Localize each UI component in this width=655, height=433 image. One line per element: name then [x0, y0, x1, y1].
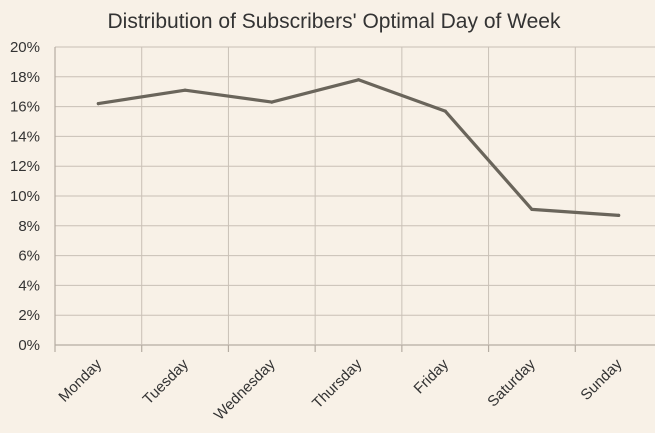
data-point [96, 102, 100, 106]
y-tick-label: 14% [10, 128, 40, 145]
grid-lines [54, 46, 655, 352]
data-point [443, 109, 447, 113]
y-tick-label: 18% [10, 69, 40, 86]
y-tick-label: 4% [18, 277, 40, 294]
series-layer [96, 78, 621, 217]
y-tick-label: 6% [18, 248, 40, 265]
y-axis-ticks: 0% 2% 4% 6% 8% 10% 12% 14% 16% 18% 20% [10, 39, 40, 354]
data-point [530, 207, 534, 212]
y-tick-label: 16% [10, 99, 40, 116]
data-point [270, 100, 274, 104]
y-tick-label: 0% [18, 337, 40, 354]
y-tick-label: 12% [10, 158, 40, 175]
data-point [356, 78, 361, 82]
data-point [617, 213, 621, 217]
y-tick-label: 2% [18, 307, 40, 324]
y-tick-label: 20% [10, 39, 40, 56]
y-tick-label: 10% [10, 188, 40, 205]
data-point [183, 88, 187, 92]
chart-title: Distribution of Subscribers' Optimal Day… [108, 10, 561, 33]
y-tick-label: 8% [18, 218, 40, 235]
